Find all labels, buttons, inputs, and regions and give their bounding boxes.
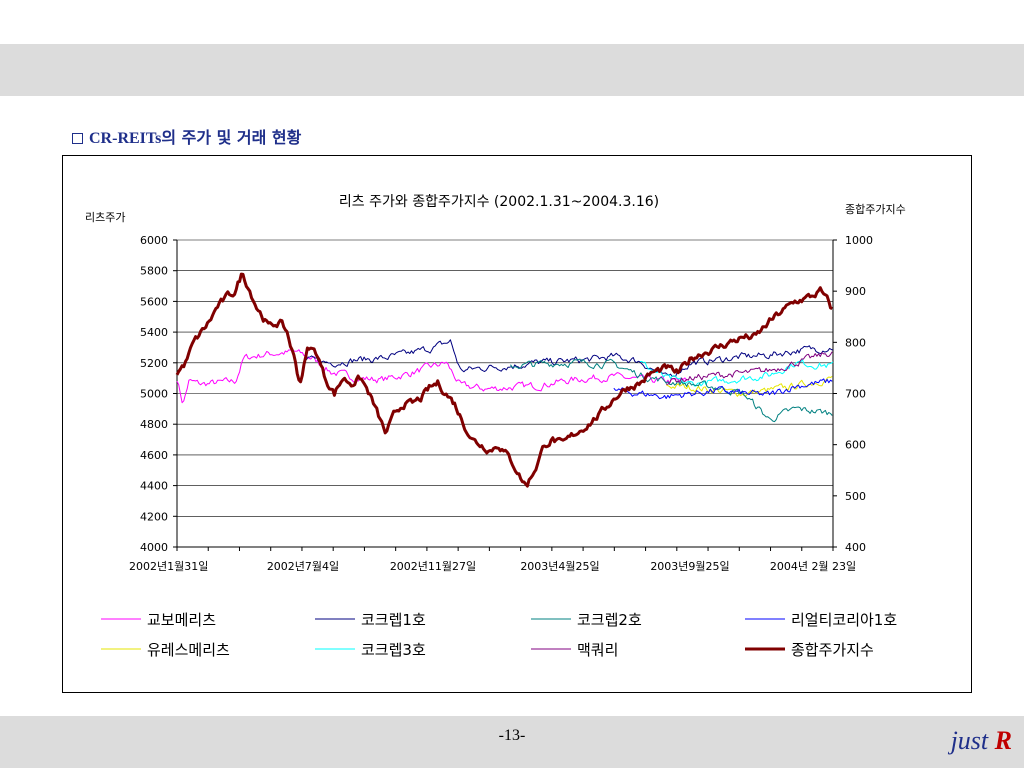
y-tick-label-left: 4800	[140, 418, 168, 431]
y-tick-label-right: 400	[845, 541, 866, 554]
series-line	[176, 349, 688, 404]
legend-label: 코크렙2호	[577, 611, 642, 629]
brand-letter: R	[994, 726, 1012, 755]
legend-label: 유레스메리츠	[147, 641, 230, 659]
y-axis-label-left: 리츠주가	[85, 211, 125, 224]
series-line	[304, 339, 834, 378]
chart-frame: 리츠 주가와 종합주가지수 (2002.1.31~2004.3.16) 리츠주가…	[62, 155, 972, 693]
y-tick-label-right: 1000	[845, 234, 873, 247]
y-tick-label-left: 5800	[140, 265, 168, 278]
y-tick-label-left: 5600	[140, 295, 168, 308]
gridlines	[177, 239, 833, 548]
header-band	[0, 44, 1024, 96]
footer-band	[0, 716, 1024, 768]
legend-label: 코크렙3호	[361, 641, 426, 659]
axes: 6000 5800 5600 5400 5200 5000 4800 4600 4400 4200…	[129, 234, 873, 573]
legend-label: 리얼티코리아1호	[791, 611, 897, 629]
x-tick-label: 2003년4월25일	[520, 559, 599, 573]
series-line	[665, 375, 833, 397]
x-tick-label: 2002년7월4일	[267, 559, 339, 573]
brand-logo: just R	[951, 726, 1012, 756]
y-tick-label-right: 600	[845, 439, 866, 452]
legend-label: 맥쿼리	[577, 641, 618, 659]
y-tick-label-right: 700	[845, 388, 866, 401]
x-tick-label: 2004년 2월 23일	[770, 559, 856, 573]
x-tick-label: 2002년1월31일	[129, 559, 208, 573]
series-line	[640, 359, 834, 387]
chart-title: 리츠 주가와 종합주가지수 (2002.1.31~2004.3.16)	[339, 194, 659, 210]
series-line	[666, 351, 833, 385]
slide-title: CR-REITs의 주가 및 거래 현황	[72, 124, 301, 148]
y-tick-label-left: 4000	[140, 541, 168, 554]
series-lines	[175, 272, 834, 488]
y-tick-label-left: 4200	[140, 510, 168, 523]
y-tick-label-left: 5000	[140, 388, 168, 401]
series-line	[175, 272, 833, 488]
y-tick-label-left: 5200	[140, 357, 168, 370]
y-tick-label-right: 800	[845, 336, 866, 349]
y-tick-label-left: 4600	[140, 449, 168, 462]
y-tick-label-left: 6000	[140, 234, 168, 247]
legend-label: 종합주가지수	[791, 641, 874, 659]
series-line	[613, 378, 833, 400]
x-tick-label: 2003년9월25일	[650, 559, 729, 573]
series-line	[510, 358, 833, 423]
y-tick-label-left: 4400	[140, 480, 168, 493]
slide-title-prefix: CR-REITs	[89, 130, 162, 147]
checkbox-bullet-icon	[72, 133, 83, 144]
y-tick-label-right: 500	[845, 490, 866, 503]
chart-svg: 리츠 주가와 종합주가지수 (2002.1.31~2004.3.16) 리츠주가…	[85, 194, 906, 659]
slide-title-suffix: 의 주가 및 거래 현황	[161, 128, 302, 147]
x-tick-label: 2002년11월27일	[390, 559, 476, 573]
legend-label: 코크렙1호	[361, 611, 426, 629]
page-number: -13-	[498, 727, 526, 744]
y-tick-label-right: 900	[845, 285, 866, 298]
brand-text: just	[950, 726, 989, 755]
legend-label: 교보메리츠	[147, 611, 216, 629]
y-axis-label-right: 종합주가지수	[845, 203, 906, 216]
y-tick-label-left: 5400	[140, 326, 168, 339]
